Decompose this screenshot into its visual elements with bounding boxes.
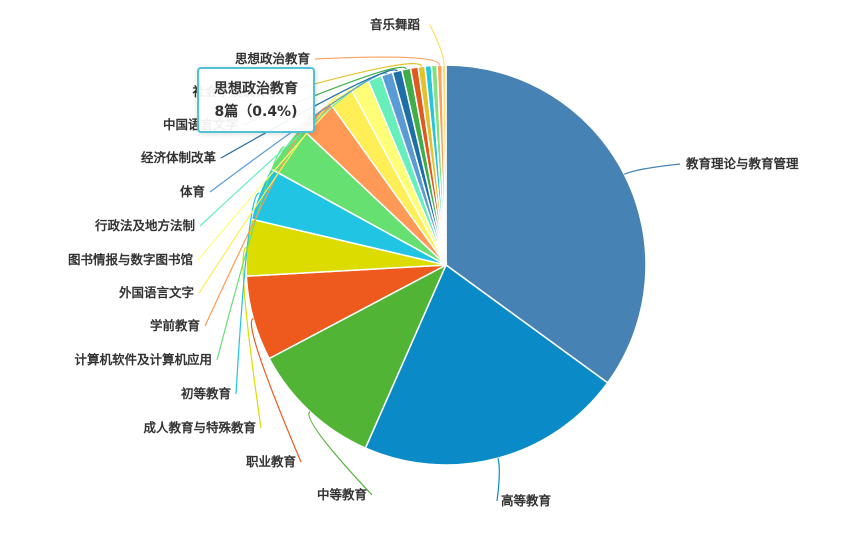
chart-tooltip: 思想政治教育 8篇（0.4%): [197, 67, 315, 133]
slice-label: 成人教育与特殊教育: [143, 420, 256, 435]
leader-line: [220, 69, 398, 159]
leader-line: [429, 24, 445, 66]
slice-label: 计算机软件及计算机应用: [74, 352, 212, 367]
leader-line: [242, 246, 262, 429]
leader-line: [496, 457, 500, 502]
leader-line: [235, 192, 260, 395]
slice-label: 经济体制改革: [141, 150, 217, 165]
tooltip-value: 8篇（0.4%): [214, 104, 298, 120]
slice-label: 教育理论与教育管理: [685, 156, 799, 171]
slice-label: 音乐舞蹈: [370, 17, 421, 32]
slice-label: 学前教育: [150, 318, 201, 333]
leader-line: [308, 410, 373, 496]
slice-label: 初等教育: [181, 386, 232, 401]
leader-line: [314, 56, 441, 66]
slice-label: 行政法及地方法制: [94, 218, 195, 233]
pie-slice[interactable]: [268, 263, 448, 450]
slice-label: 高等教育: [501, 493, 552, 508]
slice-label: 职业教育: [246, 454, 297, 469]
slice-label: 外国语言文字: [118, 285, 194, 300]
slice-label: 图书情报与数字图书馆: [68, 252, 193, 267]
leader-lines: [197, 24, 681, 502]
pie-slice[interactable]: [441, 64, 447, 266]
slice-label: 中等教育: [317, 487, 368, 502]
leader-line: [624, 163, 681, 175]
slice-label: 思想政治教育: [235, 51, 311, 66]
tooltip-name: 思想政治教育: [214, 81, 298, 97]
pie-slice[interactable]: [445, 64, 647, 384]
slice-label: 体育: [180, 184, 206, 199]
leader-line: [250, 318, 302, 463]
